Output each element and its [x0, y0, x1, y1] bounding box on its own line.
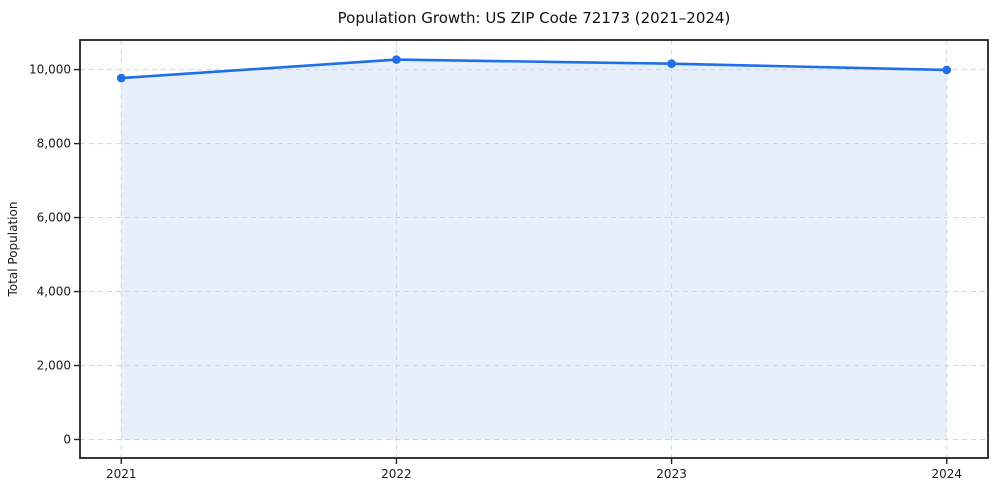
- y-tick-label: 2,000: [37, 359, 71, 373]
- x-tick-label: 2022: [381, 467, 412, 481]
- chart-title: Population Growth: US ZIP Code 72173 (20…: [337, 9, 731, 27]
- y-tick-label: 0: [63, 433, 71, 447]
- y-tick-label: 8,000: [37, 137, 71, 151]
- y-tick-label: 4,000: [37, 285, 71, 299]
- area-fill: [121, 59, 947, 440]
- trend-line: [119, 58, 949, 80]
- plot-border: [79, 39, 989, 459]
- x-tick-label: 2024: [931, 467, 962, 481]
- x-tick-label: 2021: [106, 467, 137, 481]
- y-axis-label: Total Population: [6, 201, 20, 297]
- data-point-marker: [667, 59, 676, 68]
- y-tick-label: 6,000: [37, 211, 71, 225]
- y-tick-label: 10,000: [29, 63, 71, 77]
- data-point-marker: [116, 73, 126, 83]
- x-tick-label: 2023: [656, 467, 687, 481]
- data-point-marker: [942, 65, 952, 75]
- data-point-marker: [392, 55, 401, 64]
